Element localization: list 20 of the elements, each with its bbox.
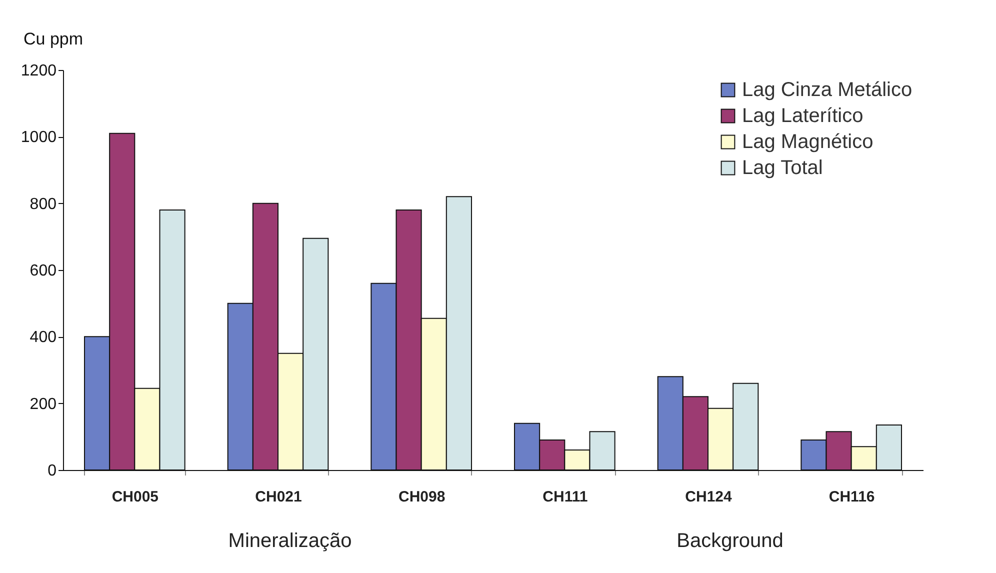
x-tick-label: CH111 — [542, 488, 588, 506]
x-tick-label: CH124 — [685, 488, 732, 506]
y-tick-label: 1200 — [20, 62, 57, 80]
legend-label: Lag Cinza Metálico — [742, 79, 912, 101]
legend-label: Lag Laterítico — [742, 105, 864, 127]
y-tick-label: 200 — [30, 396, 57, 413]
y-tick-label: 0 — [48, 462, 57, 480]
legend-label: Lag Total — [742, 157, 823, 179]
x-tick-label: CH098 — [398, 488, 446, 506]
x-tick-label: CH021 — [255, 488, 302, 506]
text: Background — [676, 530, 784, 553]
y-tick-label: 1000 — [20, 129, 57, 146]
y-axis-title: Cu ppm — [24, 30, 84, 48]
y-tick-label: 600 — [30, 262, 57, 280]
text: Mineralização — [227, 530, 353, 553]
x-tick-label: CH005 — [112, 488, 159, 506]
x-tick-label: CH116 — [828, 488, 875, 506]
y-tick-label: 400 — [30, 329, 57, 346]
y-tick-label: 800 — [30, 196, 57, 213]
legend-label: Lag Magnético — [742, 131, 874, 153]
